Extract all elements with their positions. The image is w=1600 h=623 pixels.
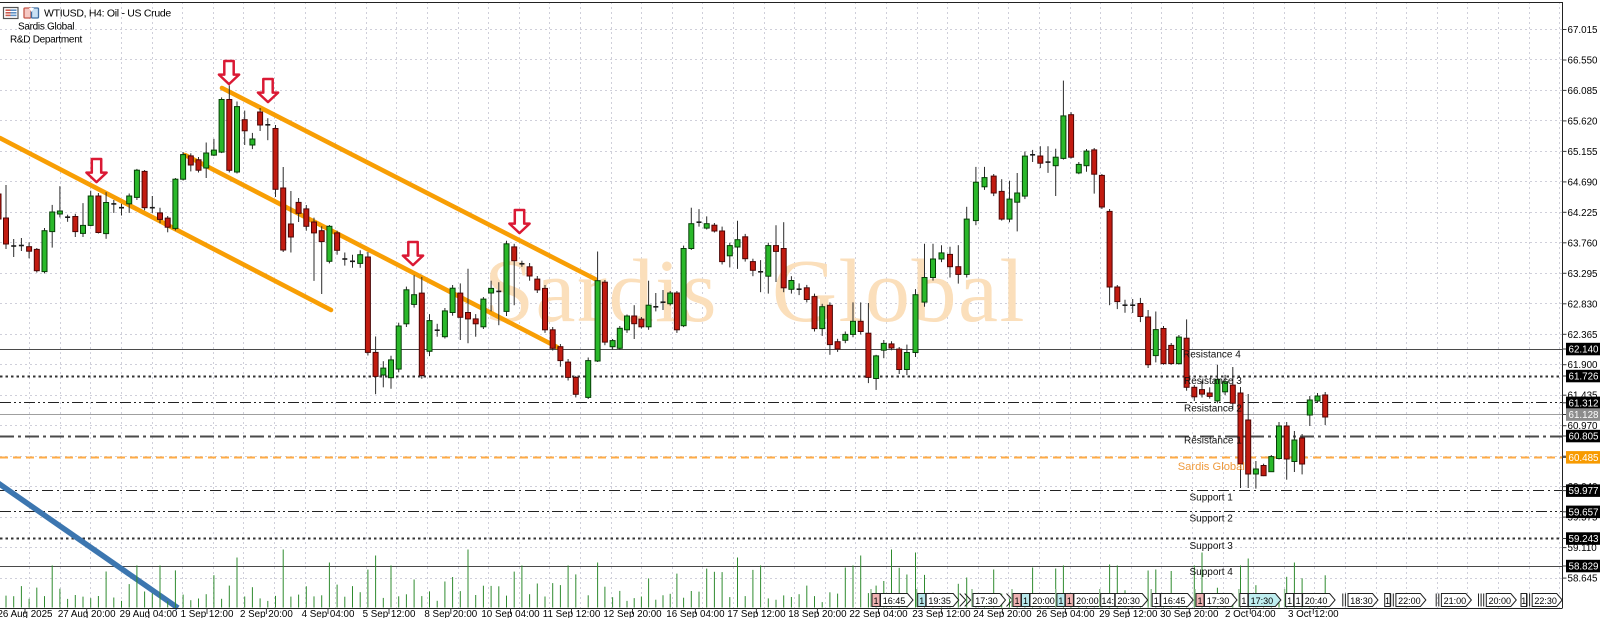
svg-text:29 Sep 12:00: 29 Sep 12:00: [1099, 609, 1158, 618]
svg-text:16:45: 16:45: [1163, 596, 1186, 606]
svg-text:20:00: 20:00: [1076, 596, 1099, 606]
svg-text:64.225: 64.225: [1568, 208, 1599, 219]
svg-text:59.977: 59.977: [1569, 486, 1599, 497]
svg-text:Support 1: Support 1: [1190, 493, 1234, 504]
svg-text:20:00: 20:00: [1032, 596, 1055, 606]
svg-text:1: 1: [873, 596, 878, 606]
svg-text:19:35: 19:35: [928, 596, 951, 606]
svg-text:WTIUSD, H4: Oil - US Crude: WTIUSD, H4: Oil - US Crude: [44, 8, 171, 20]
svg-text:Resistance 3: Resistance 3: [1184, 376, 1242, 387]
svg-text:1 Sep 12:00: 1 Sep 12:00: [181, 609, 234, 618]
svg-text:30 Sep 20:00: 30 Sep 20:00: [1160, 609, 1219, 618]
svg-text:16 Sep 04:00: 16 Sep 04:00: [666, 609, 725, 618]
svg-text:66.550: 66.550: [1568, 56, 1599, 67]
svg-text:59.657: 59.657: [1569, 507, 1599, 518]
svg-text:58.829: 58.829: [1569, 562, 1599, 573]
svg-text:1: 1: [1296, 596, 1301, 606]
svg-text:65.155: 65.155: [1568, 147, 1599, 158]
svg-text:18 Sep 20:00: 18 Sep 20:00: [788, 609, 847, 618]
svg-text:60.485: 60.485: [1569, 453, 1600, 464]
svg-text:61.312: 61.312: [1569, 398, 1599, 409]
svg-text:1: 1: [1058, 596, 1063, 606]
svg-text:62.365: 62.365: [1568, 330, 1599, 341]
svg-text:Support 4: Support 4: [1190, 567, 1234, 578]
svg-text:61.726: 61.726: [1569, 372, 1600, 383]
svg-text:22:30: 22:30: [1534, 596, 1557, 606]
svg-text:Sardis Global: Sardis Global: [1178, 461, 1245, 473]
svg-text:66.085: 66.085: [1568, 86, 1599, 97]
svg-text:62.140: 62.140: [1569, 345, 1600, 356]
svg-text:Sardis Global: Sardis Global: [18, 22, 74, 33]
svg-text:Support 3: Support 3: [1190, 541, 1234, 552]
svg-text:R&D Department: R&D Department: [10, 35, 82, 46]
svg-text:1: 1: [1067, 596, 1072, 606]
svg-text:63.295: 63.295: [1568, 269, 1599, 280]
svg-text:23 Sep 12:00: 23 Sep 12:00: [912, 609, 971, 618]
svg-text:1: 1: [1154, 596, 1159, 606]
svg-text:22:00: 22:00: [1398, 596, 1421, 606]
svg-text:20:00: 20:00: [1489, 596, 1512, 606]
svg-text:20:30: 20:30: [1117, 596, 1140, 606]
svg-text:17:30: 17:30: [1207, 596, 1230, 606]
svg-text:17 Sep 12:00: 17 Sep 12:00: [727, 609, 786, 618]
svg-text:29 Aug 04:00: 29 Aug 04:00: [120, 609, 178, 618]
svg-text:16:45: 16:45: [883, 596, 906, 606]
svg-text:20:40: 20:40: [1305, 596, 1328, 606]
svg-text:1: 1: [1023, 596, 1028, 606]
svg-text:26 Aug 2025: 26 Aug 2025: [0, 609, 53, 618]
svg-text:65.620: 65.620: [1568, 116, 1599, 127]
svg-text:4 Sep 04:00: 4 Sep 04:00: [302, 609, 355, 618]
svg-text:61.128: 61.128: [1569, 410, 1600, 421]
svg-text:12 Sep 20:00: 12 Sep 20:00: [603, 609, 662, 618]
svg-text:1: 1: [1385, 596, 1390, 606]
svg-text:63.760: 63.760: [1568, 238, 1599, 249]
svg-text:Resistance 4: Resistance 4: [1183, 350, 1241, 361]
svg-text:1: 1: [1241, 596, 1246, 606]
svg-text:2 Oct 04:00: 2 Oct 04:00: [1225, 609, 1276, 618]
svg-text:5 Sep 12:00: 5 Sep 12:00: [363, 609, 416, 618]
svg-text:1: 1: [1287, 596, 1292, 606]
svg-text:17:30: 17:30: [1251, 596, 1274, 606]
svg-text:1: 1: [1521, 596, 1526, 606]
svg-text:67.015: 67.015: [1568, 25, 1599, 36]
svg-text:14:: 14:: [1101, 596, 1114, 606]
svg-text:Global: Global: [772, 242, 1026, 341]
svg-text:1: 1: [919, 596, 924, 606]
svg-text:Resistance 1: Resistance 1: [1184, 435, 1242, 446]
svg-text:59.243: 59.243: [1569, 534, 1600, 545]
svg-text:18:30: 18:30: [1350, 596, 1373, 606]
svg-text:17:30: 17:30: [975, 596, 998, 606]
svg-text:22 Sep 04:00: 22 Sep 04:00: [849, 609, 908, 618]
svg-text:21:00: 21:00: [1444, 596, 1467, 606]
svg-text:26 Sep 04:00: 26 Sep 04:00: [1036, 609, 1095, 618]
svg-text:1: 1: [1014, 596, 1019, 606]
svg-text:10 Sep 04:00: 10 Sep 04:00: [481, 609, 540, 618]
svg-text:58.645: 58.645: [1568, 574, 1599, 585]
svg-text:27 Aug 20:00: 27 Aug 20:00: [58, 609, 116, 618]
svg-text:Support 2: Support 2: [1190, 514, 1234, 525]
svg-text:3 Oct 12:00: 3 Oct 12:00: [1288, 609, 1339, 618]
svg-text:64.690: 64.690: [1568, 177, 1599, 188]
svg-text:11 Sep 12:00: 11 Sep 12:00: [543, 609, 601, 618]
svg-text:62.830: 62.830: [1568, 299, 1599, 310]
svg-text:1: 1: [1197, 596, 1202, 606]
svg-text:Resistance 2: Resistance 2: [1184, 404, 1242, 415]
svg-text:24 Sep 20:00: 24 Sep 20:00: [973, 609, 1032, 618]
svg-text:60.805: 60.805: [1569, 432, 1600, 443]
svg-text:8 Sep 20:00: 8 Sep 20:00: [424, 609, 477, 618]
svg-text:61.900: 61.900: [1568, 360, 1599, 371]
svg-text:2 Sep 20:00: 2 Sep 20:00: [240, 609, 293, 618]
